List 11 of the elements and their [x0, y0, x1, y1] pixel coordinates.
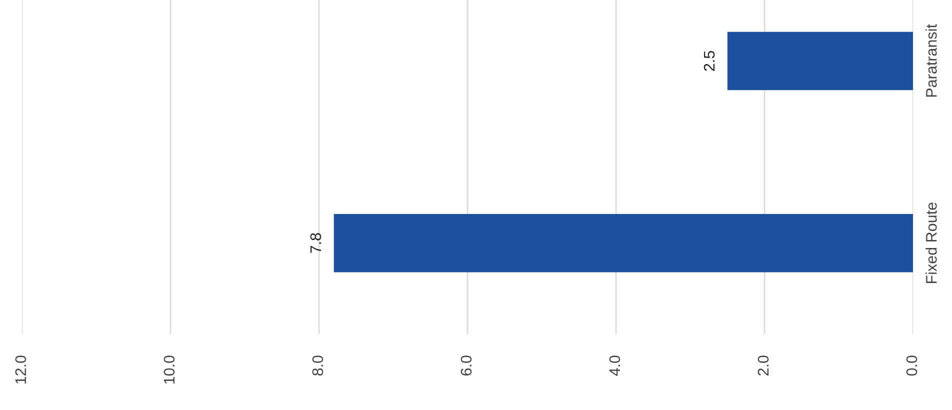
y-tick-label: Paratransit: [926, 24, 937, 97]
x-tick-label: 2.0: [758, 356, 769, 376]
y-tick-label: Fixed Route: [926, 202, 937, 284]
data-label: 2.5: [704, 51, 715, 71]
x-tick-label: 10.0: [164, 356, 175, 384]
x-tick-label: 6.0: [460, 356, 472, 376]
x-tick-label: 12.0: [15, 356, 26, 384]
x-tick-label: 8.0: [312, 356, 324, 376]
data-label: 7.8: [310, 233, 322, 253]
x-tick-label: 4.0: [609, 356, 620, 376]
x-tick-label: 0.0: [906, 356, 918, 376]
